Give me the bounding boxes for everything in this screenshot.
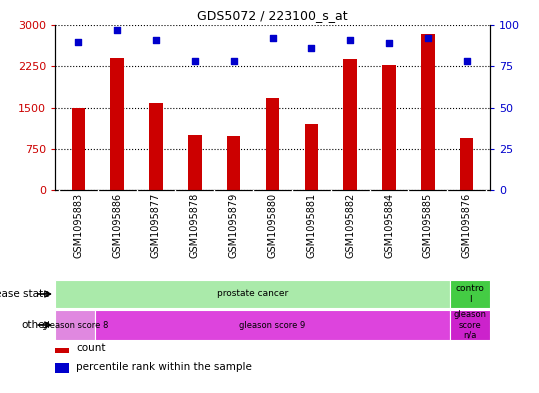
Bar — [421, 34, 434, 190]
Bar — [451, 280, 490, 308]
Text: GSM1095884: GSM1095884 — [384, 193, 394, 258]
Text: GSM1095882: GSM1095882 — [345, 193, 355, 258]
Bar — [55, 310, 94, 340]
Text: percentile rank within the sample: percentile rank within the sample — [76, 362, 252, 372]
Bar — [72, 108, 85, 190]
Bar — [55, 363, 69, 373]
Text: GSM1095886: GSM1095886 — [112, 193, 122, 258]
Text: contro
l: contro l — [456, 284, 485, 304]
Point — [151, 37, 160, 43]
Text: other: other — [22, 320, 50, 330]
Text: gleason
score
n/a: gleason score n/a — [454, 310, 487, 340]
Text: GSM1095879: GSM1095879 — [229, 193, 239, 258]
Bar — [460, 138, 473, 190]
Text: GSM1095881: GSM1095881 — [306, 193, 316, 258]
Point — [385, 40, 393, 46]
Text: prostate cancer: prostate cancer — [217, 290, 288, 299]
Bar — [305, 124, 318, 190]
Point — [268, 35, 277, 41]
Point — [230, 58, 238, 64]
Text: GSM1095883: GSM1095883 — [73, 193, 84, 258]
Text: count: count — [76, 343, 106, 353]
Bar — [451, 310, 490, 340]
Bar — [382, 65, 396, 190]
Text: disease state: disease state — [0, 289, 50, 299]
Bar — [94, 310, 451, 340]
Point — [462, 58, 471, 64]
Bar — [188, 135, 202, 190]
Point — [113, 27, 121, 33]
Text: gleason score 8: gleason score 8 — [42, 321, 108, 329]
Text: GSM1095876: GSM1095876 — [462, 193, 472, 258]
Point — [190, 58, 199, 64]
Text: GSM1095880: GSM1095880 — [267, 193, 278, 258]
Bar — [227, 136, 240, 190]
Point — [74, 39, 82, 45]
Bar — [55, 343, 69, 353]
Text: GSM1095877: GSM1095877 — [151, 193, 161, 258]
Bar — [149, 103, 163, 190]
Point — [346, 37, 355, 43]
Title: GDS5072 / 223100_s_at: GDS5072 / 223100_s_at — [197, 9, 348, 22]
Bar — [110, 58, 124, 190]
Text: GSM1095878: GSM1095878 — [190, 193, 200, 258]
Bar — [266, 97, 279, 190]
Bar — [343, 59, 357, 190]
Point — [307, 45, 316, 51]
Text: GSM1095885: GSM1095885 — [423, 193, 433, 258]
Point — [424, 35, 432, 41]
Text: gleason score 9: gleason score 9 — [239, 321, 306, 329]
